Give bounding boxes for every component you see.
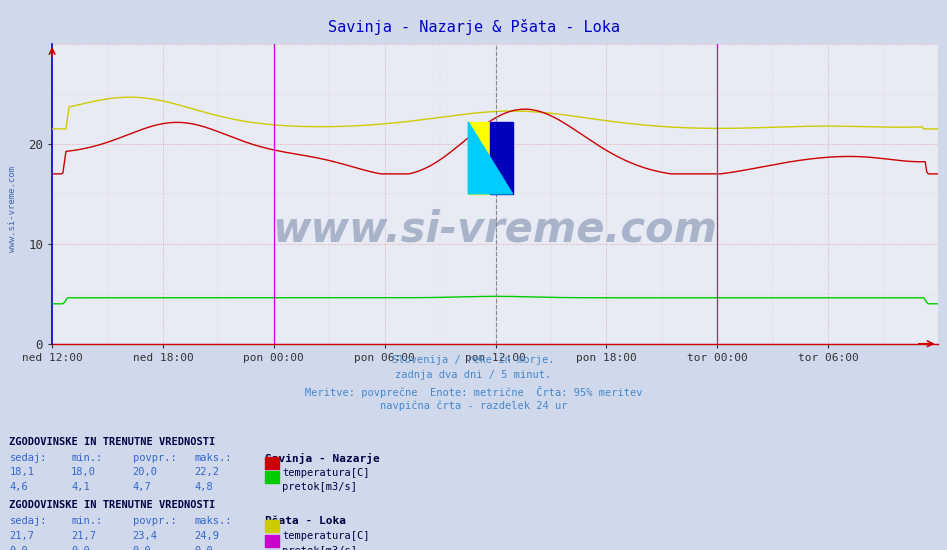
Text: Slovenija / reke in morje.: Slovenija / reke in morje. <box>392 355 555 365</box>
Text: ZGODOVINSKE IN TRENUTNE VREDNOSTI: ZGODOVINSKE IN TRENUTNE VREDNOSTI <box>9 437 216 447</box>
Text: 21,7: 21,7 <box>71 531 96 541</box>
Text: 0,0: 0,0 <box>133 546 152 550</box>
Text: Meritve: povprečne  Enote: metrične  Črta: 95% meritev: Meritve: povprečne Enote: metrične Črta:… <box>305 386 642 398</box>
Text: 24,9: 24,9 <box>194 531 219 541</box>
Text: 18,1: 18,1 <box>9 468 34 477</box>
Text: 0,0: 0,0 <box>9 546 28 550</box>
Text: 21,7: 21,7 <box>9 531 34 541</box>
Text: www.si-vreme.com: www.si-vreme.com <box>8 166 17 252</box>
Text: Savinja - Nazarje & Pšata - Loka: Savinja - Nazarje & Pšata - Loka <box>328 19 619 35</box>
Text: Savinja - Nazarje: Savinja - Nazarje <box>265 453 380 464</box>
Text: maks.:: maks.: <box>194 516 232 526</box>
Text: ZGODOVINSKE IN TRENUTNE VREDNOSTI: ZGODOVINSKE IN TRENUTNE VREDNOSTI <box>9 500 216 510</box>
Text: zadnja dva dni / 5 minut.: zadnja dva dni / 5 minut. <box>396 370 551 380</box>
Text: Pšata - Loka: Pšata - Loka <box>265 516 347 526</box>
Bar <box>491 122 512 194</box>
Text: sedaj:: sedaj: <box>9 453 47 463</box>
Text: 20,0: 20,0 <box>133 468 157 477</box>
Text: 4,7: 4,7 <box>133 482 152 492</box>
Text: www.si-vreme.com: www.si-vreme.com <box>273 209 717 251</box>
Text: min.:: min.: <box>71 516 102 526</box>
Text: pretok[m3/s]: pretok[m3/s] <box>282 546 357 550</box>
Text: 4,8: 4,8 <box>194 482 213 492</box>
Text: pretok[m3/s]: pretok[m3/s] <box>282 482 357 492</box>
Text: temperatura[C]: temperatura[C] <box>282 531 369 541</box>
Text: 4,1: 4,1 <box>71 482 90 492</box>
Text: 0,0: 0,0 <box>194 546 213 550</box>
Bar <box>468 122 491 194</box>
Text: 0,0: 0,0 <box>71 546 90 550</box>
Text: 18,0: 18,0 <box>71 468 96 477</box>
Text: navpična črta - razdelek 24 ur: navpična črta - razdelek 24 ur <box>380 401 567 411</box>
Text: povpr.:: povpr.: <box>133 453 176 463</box>
Text: min.:: min.: <box>71 453 102 463</box>
Text: 4,6: 4,6 <box>9 482 28 492</box>
Text: sedaj:: sedaj: <box>9 516 47 526</box>
Text: 22,2: 22,2 <box>194 468 219 477</box>
Polygon shape <box>468 122 512 194</box>
Text: povpr.:: povpr.: <box>133 516 176 526</box>
Text: temperatura[C]: temperatura[C] <box>282 468 369 477</box>
Text: maks.:: maks.: <box>194 453 232 463</box>
Text: 23,4: 23,4 <box>133 531 157 541</box>
